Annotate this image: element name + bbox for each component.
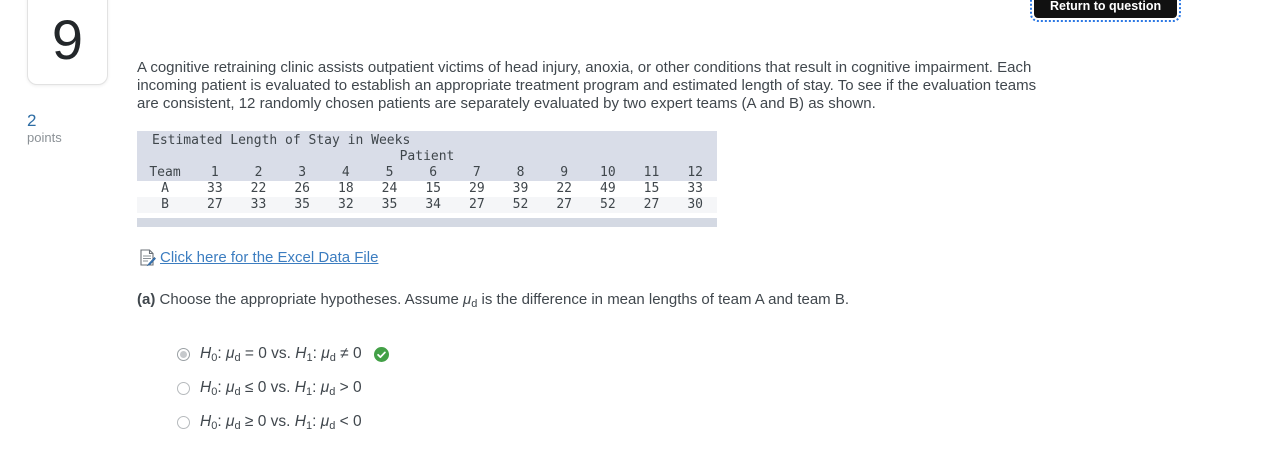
stay-table-header: Estimated Length of Stay in Weeks Patien…	[137, 131, 717, 181]
table-cell: B	[161, 197, 169, 212]
excel-data-file-link[interactable]: Click here for the Excel Data File	[160, 249, 379, 266]
table-title: Estimated Length of Stay in Weeks	[152, 133, 411, 148]
radio-button[interactable]	[177, 381, 190, 395]
table-cell: 29	[469, 181, 485, 196]
table-cell: 11	[643, 165, 660, 180]
table-cell: 1	[210, 165, 219, 180]
return-to-question-button[interactable]: Return to question	[1029, 0, 1182, 22]
hypothesis-option[interactable]: H0: μd ≥ 0 vs. H1: μd < 0	[177, 412, 389, 432]
table-cell: 52	[600, 197, 616, 212]
part-a-label: (a)	[137, 291, 156, 308]
table-cell: 4	[341, 165, 350, 180]
points-label: points	[27, 130, 62, 145]
table-cell: Team	[149, 165, 181, 180]
table-cell: 3	[298, 165, 307, 180]
table-cell: 30	[687, 197, 703, 212]
question-number: 9	[51, 8, 84, 71]
question-intro-text: A cognitive retraining clinic assists ou…	[137, 59, 1037, 113]
hypothesis-option[interactable]: H0: μd = 0 vs. H1: μd ≠ 0	[177, 344, 389, 364]
table-cell: 27	[643, 197, 660, 212]
patient-numbers-row: Team 1 2 3 4 5 6 7 8 9 10 11 12	[137, 165, 717, 181]
table-cell: 26	[294, 181, 310, 196]
table-cell: 52	[512, 197, 529, 212]
option-text: H0: μd ≥ 0 vs. H1: μd < 0	[200, 412, 362, 432]
table-cell: 32	[338, 197, 354, 212]
option-text: H0: μd ≤ 0 vs. H1: μd > 0	[200, 378, 362, 398]
table-cell: 27	[556, 197, 572, 212]
table-cell: 35	[381, 197, 398, 212]
table-cell: 12	[687, 165, 703, 180]
radio-button[interactable]	[177, 415, 190, 429]
table-cell: 9	[560, 165, 569, 180]
table-data-rows: A 33 22 26 18 24 15 29 39 22 49 15 33 B 27 33 35 32 35 34 27…	[137, 181, 717, 213]
table-cell: 2	[254, 165, 263, 180]
table-cell: 22	[250, 181, 267, 196]
table-cell: 5	[385, 165, 394, 180]
table-cell: 6	[429, 165, 438, 180]
excel-link-row: Click here for the Excel Data File	[139, 249, 378, 267]
table-cell: 10	[600, 165, 616, 180]
table-scrollbar[interactable]	[137, 218, 717, 227]
table-cell: 33	[207, 181, 223, 196]
table-cell: 18	[338, 181, 354, 196]
excel-file-icon	[139, 249, 156, 267]
table-cell: 35	[294, 197, 310, 212]
table-cell: 8	[516, 165, 525, 180]
table-cell: 39	[512, 181, 529, 196]
table-group-header: Patient	[399, 149, 455, 164]
radio-button[interactable]	[177, 347, 190, 361]
points-block: 2 points	[27, 111, 62, 146]
table-cell: 33	[250, 197, 267, 212]
table-cell: 27	[469, 197, 485, 212]
table-cell: 49	[600, 181, 616, 196]
table-cell: 34	[425, 197, 441, 212]
team-row-A: A 33 22 26 18 24 15 29 39 22 49 15 33	[137, 181, 717, 197]
table-cell: 22	[556, 181, 572, 196]
correct-answer-icon	[373, 346, 389, 362]
table-cell: 27	[207, 197, 223, 212]
question-number-card: 9	[27, 0, 108, 85]
points-value: 2	[27, 111, 37, 130]
table-cell: 15	[643, 181, 660, 196]
table-cell: A	[161, 181, 169, 196]
table-cell: 33	[687, 181, 703, 196]
team-row-B: B 27 33 35 32 35 34 27 52 27 52 27 30	[137, 197, 717, 213]
part-a-text: Choose the appropriate hypotheses. Assum…	[159, 291, 850, 310]
part-a-prompt: (a) Choose the appropriate hypotheses. A…	[137, 291, 849, 310]
table-cell: 7	[472, 165, 481, 180]
hypothesis-option[interactable]: H0: μd ≤ 0 vs. H1: μd > 0	[177, 378, 389, 398]
hypothesis-options: H0: μd = 0 vs. H1: μd ≠ 0 H0: μd ≤ 0 vs.…	[177, 344, 389, 446]
option-text: H0: μd = 0 vs. H1: μd ≠ 0	[200, 344, 362, 364]
table-cell: 24	[381, 181, 398, 196]
table-cell: 15	[425, 181, 441, 196]
stay-table: Estimated Length of Stay in Weeks Patien…	[137, 131, 717, 213]
